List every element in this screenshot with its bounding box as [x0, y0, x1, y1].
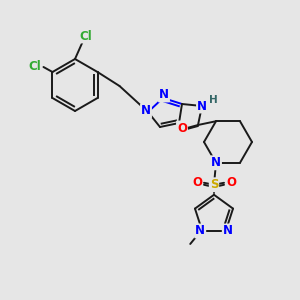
- Text: N: N: [211, 156, 221, 169]
- Text: O: O: [192, 176, 202, 189]
- Text: N: N: [223, 224, 233, 238]
- Text: N: N: [159, 88, 169, 101]
- Text: S: S: [210, 178, 218, 191]
- Text: N: N: [141, 104, 151, 118]
- Text: O: O: [226, 176, 236, 189]
- Text: Cl: Cl: [80, 29, 92, 43]
- Text: O: O: [177, 122, 187, 134]
- Text: N: N: [195, 224, 205, 238]
- Text: N: N: [197, 100, 207, 112]
- Text: H: H: [208, 95, 217, 105]
- Text: Cl: Cl: [28, 61, 41, 74]
